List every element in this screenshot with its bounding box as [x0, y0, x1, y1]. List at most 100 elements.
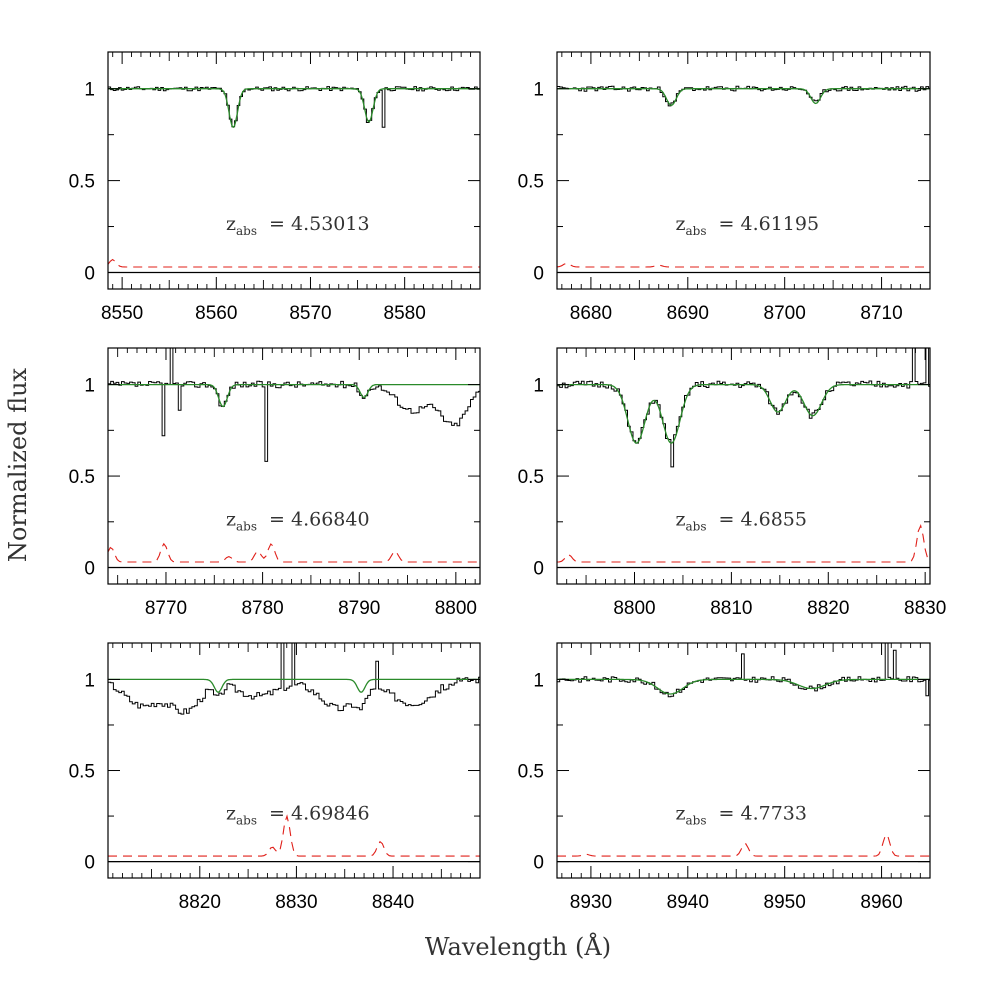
error-spectrum — [108, 542, 480, 563]
y-tick-label: 1 — [533, 80, 544, 101]
redshift-value: = 4.7733 — [719, 803, 807, 825]
plot-area — [557, 85, 930, 274]
error-spectrum — [557, 262, 930, 268]
y-tick-label: 0.5 — [518, 467, 544, 488]
redshift-symbol: z — [226, 803, 236, 825]
panel-2: 0 0.5 1 8680 8690 8700 8710 zabs = 4.61195 — [518, 51, 931, 324]
redshift-subscript: abs — [686, 519, 707, 533]
x-tick-label: 8680 — [570, 303, 612, 324]
x-tick-label: 8830 — [904, 598, 946, 619]
redshift-subscript: abs — [686, 224, 707, 238]
plot-area — [108, 86, 480, 274]
x-tick-label: 8690 — [667, 303, 709, 324]
plot-area — [108, 643, 480, 863]
x-tick-label: 8800 — [613, 598, 655, 619]
panel-frame — [107, 642, 481, 879]
observed-spectrum — [108, 643, 480, 715]
redshift-label: zabs = 4.53013 — [226, 213, 370, 238]
y-tick-label: 0 — [533, 559, 544, 580]
redshift-symbol: z — [226, 213, 236, 235]
y-tick-label: 0.5 — [518, 172, 544, 193]
redshift-subscript: abs — [236, 519, 257, 533]
x-tick-label: 8570 — [289, 303, 331, 324]
redshift-value: = 4.53013 — [269, 213, 370, 235]
y-axis-title: Normalized flux — [4, 367, 32, 562]
redshift-label: zabs = 4.61195 — [676, 213, 820, 238]
panel-6: 0 0.5 1 8930 8940 8950 8960 zabs = 4.7733 — [518, 642, 931, 913]
redshift-label: zabs = 4.6855 — [676, 508, 807, 533]
error-spectrum — [557, 833, 930, 857]
redshift-symbol: z — [226, 508, 236, 530]
redshift-value: = 4.6855 — [719, 508, 807, 530]
x-tick-label: 8580 — [384, 303, 426, 324]
model-fit — [108, 88, 480, 128]
error-spectrum — [108, 814, 480, 857]
observed-spectrum — [108, 86, 480, 128]
y-tick-label: 1 — [84, 670, 95, 691]
y-tick-label: 1 — [533, 376, 544, 397]
x-tick-label: 8790 — [338, 598, 380, 619]
y-tick-label: 0 — [84, 559, 95, 580]
redshift-value: = 4.69846 — [269, 803, 370, 825]
x-tick-label: 8830 — [275, 892, 317, 913]
panel-frame — [556, 51, 931, 290]
redshift-subscript: abs — [686, 814, 707, 828]
redshift-label: zabs = 4.69846 — [226, 803, 370, 828]
x-tick-label: 8940 — [667, 892, 709, 913]
x-tick-label: 8840 — [372, 892, 414, 913]
redshift-value: = 4.61195 — [719, 213, 820, 235]
x-tick-label: 8700 — [764, 303, 806, 324]
observed-spectrum — [557, 643, 930, 698]
x-tick-label: 8800 — [435, 598, 477, 619]
model-fit — [557, 678, 930, 695]
panel-1: 0 0.5 1 8550 8560 8570 8580 zabs = 4.53013 — [69, 51, 481, 324]
model-fit — [557, 88, 930, 106]
x-tick-label: 8950 — [764, 892, 806, 913]
redshift-symbol: z — [676, 213, 686, 235]
model-fit — [108, 383, 480, 408]
x-tick-label: 8710 — [860, 303, 902, 324]
panel-frame — [556, 642, 931, 879]
y-tick-label: 1 — [84, 80, 95, 101]
x-axis-title: Wavelength (Å) — [425, 932, 611, 961]
model-fit — [108, 678, 480, 693]
x-tick-label: 8810 — [710, 598, 752, 619]
panel-4: 0 0.5 1 8800 8810 8820 8830 zabs = 4.6855 — [518, 347, 946, 619]
panel-5: 0 0.5 1 8820 8830 8840 zabs = 4.69846 — [69, 642, 481, 913]
y-tick-label: 1 — [533, 670, 544, 691]
plot-area — [108, 348, 480, 569]
y-tick-label: 1 — [84, 376, 95, 397]
redshift-label: zabs = 4.7733 — [676, 803, 807, 828]
x-tick-label: 8820 — [179, 892, 221, 913]
y-tick-label: 0 — [84, 263, 95, 284]
error-spectrum — [557, 523, 930, 563]
panel-3: 0 0.5 1 8770 8780 8790 8800 zabs = 4.66840 — [69, 347, 481, 619]
x-tick-label: 8560 — [195, 303, 237, 324]
panel-frame — [556, 347, 931, 585]
y-tick-label: 0 — [533, 853, 544, 874]
x-tick-label: 8550 — [101, 303, 143, 324]
redshift-symbol: z — [676, 803, 686, 825]
panel-frame — [107, 51, 481, 290]
redshift-label: zabs = 4.66840 — [226, 508, 370, 533]
redshift-subscript: abs — [236, 224, 257, 238]
redshift-symbol: z — [676, 508, 686, 530]
x-tick-label: 8930 — [570, 892, 612, 913]
panel-frame — [107, 347, 481, 585]
plot-area — [557, 643, 930, 863]
y-tick-label: 0.5 — [69, 172, 95, 193]
y-tick-label: 0.5 — [69, 762, 95, 783]
redshift-value: = 4.66840 — [269, 508, 370, 530]
model-fit — [557, 383, 930, 444]
y-tick-label: 0 — [533, 263, 544, 284]
plot-area — [557, 348, 930, 569]
y-tick-label: 0 — [84, 853, 95, 874]
x-tick-label: 8770 — [145, 598, 187, 619]
x-tick-label: 8780 — [241, 598, 283, 619]
y-tick-label: 0.5 — [518, 762, 544, 783]
redshift-subscript: abs — [236, 814, 257, 828]
x-tick-label: 8820 — [807, 598, 849, 619]
y-tick-label: 0.5 — [69, 467, 95, 488]
